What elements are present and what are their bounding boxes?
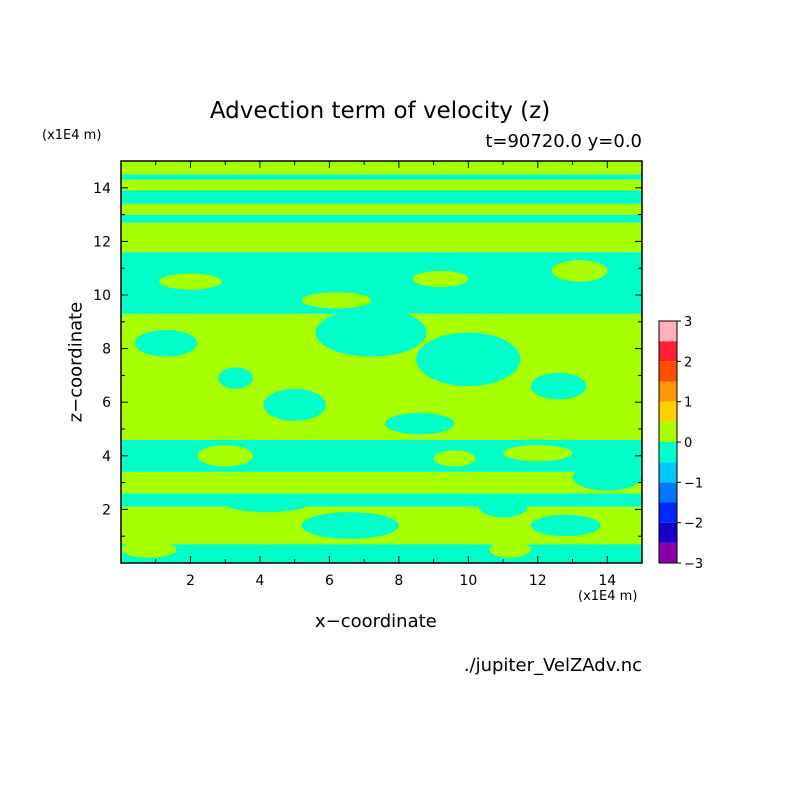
y-axis-ticks: 2 4 6 8 10 12 14 (93, 181, 642, 537)
contour-patch (121, 541, 177, 558)
colorbar-segment (659, 542, 677, 563)
colorbar-segment (659, 381, 677, 402)
contour-band (121, 222, 642, 253)
colorbar-tick-label: −2 (684, 517, 703, 532)
contour-band (121, 179, 642, 191)
contour-patch (572, 463, 642, 491)
y-tick-label: 10 (93, 288, 111, 304)
x-tick-label: 4 (255, 573, 264, 589)
y-axis-label: z−coordinate (65, 301, 87, 423)
x-tick-label: 2 (186, 573, 195, 589)
colorbar-segment (659, 321, 677, 342)
colorbar: 3 2 1 0 −1 −2 −3 (658, 315, 703, 572)
colorbar-segment (659, 361, 677, 382)
colorbar-tick-label: −3 (684, 557, 703, 572)
contour-patch (315, 308, 427, 357)
chart-subtitle: t=90720.0 y=0.0 (485, 131, 642, 152)
colorbar-tick-label: −1 (684, 476, 703, 491)
contour-patch (530, 372, 587, 400)
x-axis-label: x−coordinate (315, 611, 437, 632)
x-axis-unit: (x1E4 m) (578, 589, 638, 604)
x-tick-label: 6 (325, 573, 334, 589)
x-tick-label: 12 (529, 573, 547, 589)
contour-patch (159, 273, 222, 290)
x-tick-label: 14 (598, 573, 616, 589)
contour-band (121, 190, 642, 204)
plot-frame (120, 160, 643, 564)
contour-band (121, 544, 642, 563)
contour-band (121, 174, 642, 180)
contour-patch (489, 541, 531, 558)
contour-patch (197, 445, 253, 467)
contour-patch (263, 388, 326, 421)
x-axis-ticks: 2 4 6 8 10 12 14 (155, 161, 616, 589)
colorbar-tick-label: 1 (684, 396, 692, 411)
contour-patch (301, 512, 399, 539)
contour-band (121, 471, 642, 494)
colorbar-segment (659, 421, 677, 442)
colorbar-segment (659, 522, 677, 543)
colorbar-segment (659, 502, 677, 523)
colorbar-tick-label: 0 (684, 436, 692, 451)
contour-patch (416, 332, 521, 387)
x-tick-label: 8 (394, 573, 403, 589)
contour-patch (384, 412, 455, 435)
contour-patch (225, 496, 309, 513)
contour-patch (301, 292, 372, 309)
contour-patch (218, 367, 253, 389)
x-tick-label: 10 (459, 573, 477, 589)
y-tick-label: 8 (102, 342, 111, 358)
colorbar-segment (659, 462, 677, 483)
y-axis-unit: (x1E4 m) (42, 128, 102, 143)
colorbar-segment (659, 482, 677, 503)
contour-band (121, 203, 642, 215)
contour-band (121, 161, 642, 175)
y-tick-label: 2 (102, 502, 111, 518)
contour-band (121, 493, 642, 507)
contour-field (121, 161, 642, 563)
y-tick-label: 14 (93, 181, 111, 197)
contour-patch (478, 496, 528, 518)
colorbar-segment (659, 442, 677, 463)
contour-patch (134, 329, 198, 357)
contour-patch (530, 514, 601, 537)
contour-patch (503, 445, 573, 462)
colorbar-segment (659, 401, 677, 422)
contour-patch (433, 450, 476, 467)
y-tick-label: 4 (102, 449, 111, 465)
y-tick-label: 6 (102, 395, 111, 411)
source-filename: ./jupiter_VelZAdv.nc (463, 655, 642, 676)
chart-title: Advection term of velocity (z) (209, 98, 551, 124)
contour-patch (412, 270, 469, 287)
colorbar-segment (659, 341, 677, 362)
contour-patch (551, 260, 608, 282)
colorbar-tick-label: 3 (684, 315, 692, 330)
plot-border (120, 160, 643, 564)
colorbar-tick-label: 2 (684, 355, 692, 370)
contour-band (121, 214, 642, 223)
y-tick-label: 12 (93, 234, 111, 250)
